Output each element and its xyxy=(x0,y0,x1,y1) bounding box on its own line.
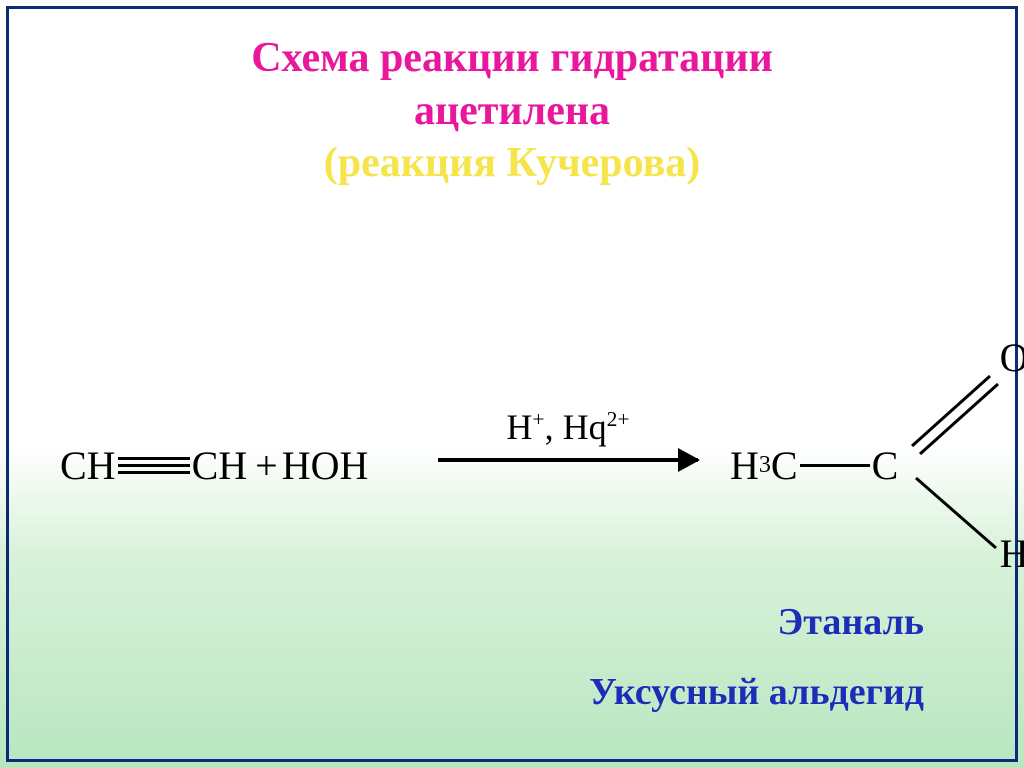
reagent-water: HOH xyxy=(282,442,369,489)
reaction-conditions: H+, Hq2+ xyxy=(438,406,698,448)
single-bond-icon xyxy=(800,464,870,467)
title-line-1: Схема реакции гидратации xyxy=(0,32,1024,85)
atom-ch-left: CH xyxy=(60,442,116,489)
cond-h-charge: + xyxy=(532,407,544,431)
product-c1: C xyxy=(771,442,798,489)
reactants: CH CH + HOH xyxy=(60,442,368,489)
title-line-2: ацетилена xyxy=(0,85,1024,138)
product-c2: C xyxy=(872,443,899,488)
product-h: H xyxy=(730,442,759,489)
product-name-2: Уксусный альдегид xyxy=(589,670,924,714)
triple-bond-icon xyxy=(118,455,190,477)
atom-ch-right: CH xyxy=(192,442,248,489)
reaction-scheme: CH CH + HOH H+, Hq2+ H3C C O H xyxy=(60,410,964,550)
cond-sep: , xyxy=(545,407,563,447)
product-sub3: 3 xyxy=(759,452,771,479)
cond-h: H xyxy=(506,407,532,447)
title-line-3: (реакция Кучерова) xyxy=(0,137,1024,190)
product-o: O xyxy=(1000,334,1024,381)
plus-sign: + xyxy=(255,442,278,489)
cond-hq-charge: 2+ xyxy=(607,407,630,431)
arrow-icon xyxy=(438,458,698,462)
product-carbonyl: C O H xyxy=(872,442,899,489)
product-structure: H3C C O H xyxy=(730,442,898,489)
reaction-arrow: H+, Hq2+ xyxy=(438,458,698,462)
product-name-1: Этаналь xyxy=(777,600,924,644)
slide-title: Схема реакции гидратации ацетилена (реак… xyxy=(0,32,1024,190)
cond-hq: Hq xyxy=(563,407,607,447)
product-h2: H xyxy=(1000,530,1024,577)
